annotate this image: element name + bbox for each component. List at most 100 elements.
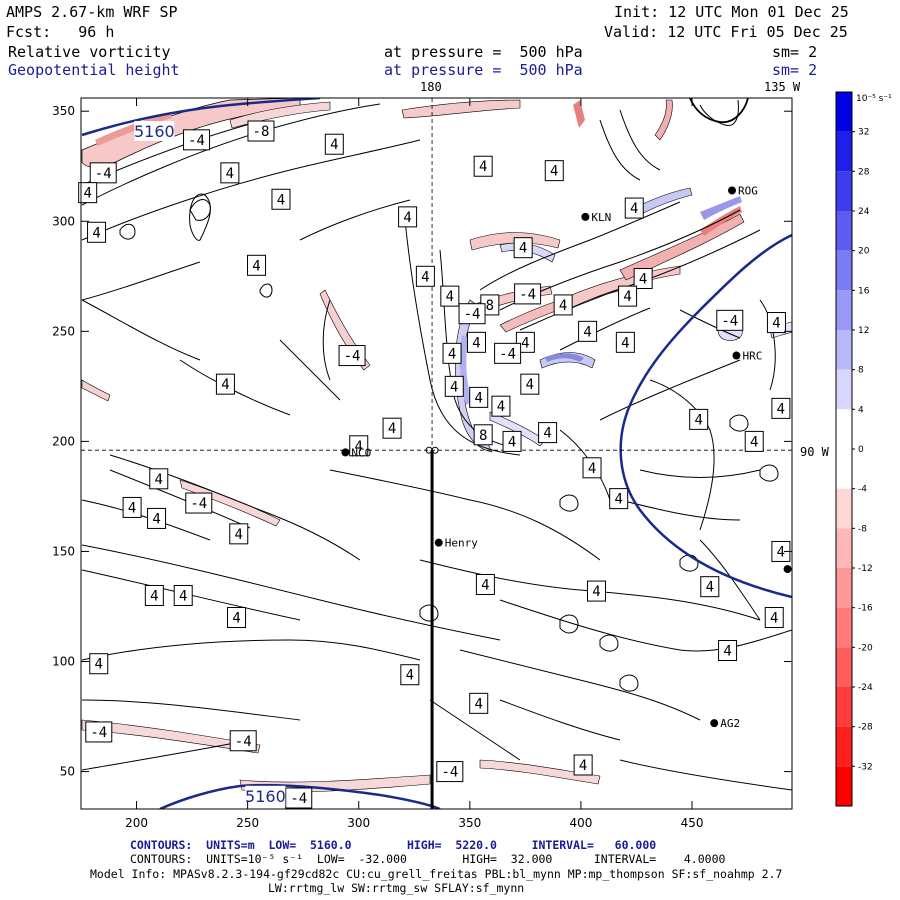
contour-label: 4	[152, 511, 160, 527]
contour-label: 4	[92, 225, 100, 241]
contour-label: 8	[486, 298, 494, 314]
model-info-radiation: LW:rrtmg_lw SW:rrtmg_sw SFLAY:sf_mynn	[268, 881, 525, 895]
x-tick-label: 350	[458, 816, 481, 830]
contour-label: -4	[344, 349, 361, 365]
colorbar-segment	[836, 290, 852, 330]
init-time: Init: 12 UTC Mon 01 Dec 25	[614, 3, 849, 21]
contour-label: 4	[777, 401, 785, 417]
contour-label-box	[324, 133, 344, 155]
contour-label: 4	[448, 346, 456, 362]
contour-label-box	[215, 373, 235, 395]
contour-label: 4	[403, 210, 411, 226]
contour-label-box	[247, 254, 267, 276]
colorbar-tick-label: -8	[858, 524, 867, 534]
contour-label-box	[338, 345, 366, 367]
height-label: 5160	[245, 787, 286, 806]
colorbar-segment	[836, 647, 852, 687]
contour-label: -4	[290, 791, 307, 807]
contour-label-box	[183, 129, 211, 151]
contour-label-box	[220, 162, 240, 184]
field2-smoothing: sm= 2	[772, 61, 818, 79]
contour-label: -4	[519, 287, 536, 303]
contour-label: 4	[639, 272, 647, 288]
colorbar-segment	[836, 449, 852, 489]
x-tick-label: 200	[125, 816, 148, 830]
contour-label: 4	[706, 580, 714, 596]
contour-label: -4	[90, 725, 107, 741]
contour-label-box	[466, 331, 486, 353]
contour-label-box	[475, 573, 495, 595]
field2-name: Geopotential height	[8, 61, 180, 79]
colorbar-tick-label: -28	[858, 723, 873, 733]
contour-label: 4	[474, 390, 482, 406]
colorbar-segment	[836, 488, 852, 529]
contour-label-box	[538, 422, 558, 444]
contour-label-box	[398, 206, 418, 228]
contour-label: -4	[464, 307, 481, 323]
station-marker	[434, 538, 443, 547]
colorbar-tick-label: 24	[858, 207, 870, 217]
contour-label: 4	[472, 335, 480, 351]
contour-label-box	[633, 268, 653, 290]
contour-label: 4	[252, 258, 260, 274]
height-labels: 5160 5160	[134, 121, 286, 806]
colorbar-segment	[836, 131, 852, 172]
station-label: ROG	[738, 184, 758, 197]
contour-label: 4	[388, 421, 396, 437]
colorbar-tick-label: 4	[858, 405, 864, 415]
contour-label: 4	[232, 610, 240, 626]
station-label: HRC	[742, 350, 762, 363]
contour-label: 4	[521, 335, 529, 351]
contour-label: 4	[497, 399, 505, 415]
colorbar-tick-label: 32	[858, 128, 869, 138]
contour-label: 4	[221, 377, 229, 393]
contour-label: 4	[526, 377, 534, 393]
colorbar-segment	[836, 171, 852, 211]
lon-135w-label: 135 W	[764, 80, 801, 94]
contour-label: 4	[330, 137, 338, 153]
contour-label-box	[766, 312, 786, 334]
contour-label-box	[494, 342, 522, 364]
vorticity-contours	[81, 99, 792, 791]
contour-label: 4	[479, 159, 487, 175]
colorbar-tick-label: 0	[858, 445, 864, 455]
contour-label-box	[229, 523, 249, 545]
x-tick-label: 450	[681, 816, 704, 830]
contour-label: 4	[421, 269, 429, 285]
y-tick-label: 50	[60, 765, 75, 779]
model-info: Model Info: MPASv8.2.3-194-gf29cd82c CU:…	[90, 867, 783, 881]
y-axis: 50 100 150 200 250 300 350	[52, 104, 792, 779]
station-marker	[783, 565, 792, 574]
x-tick-label: 400	[569, 816, 592, 830]
station-marker	[732, 351, 741, 360]
contour-label-box	[285, 787, 313, 809]
contour-label: -4	[721, 313, 738, 329]
contour-label-box	[87, 221, 107, 243]
colorbar-segment	[836, 607, 852, 648]
contour-label-box	[89, 653, 109, 675]
contour-label-box	[473, 155, 493, 177]
colorbar-tick-label: -20	[858, 643, 873, 653]
vorticity-contour-info: CONTOURS: UNITS=10⁻⁵ s⁻¹ LOW= -32.000 HI…	[130, 852, 726, 866]
contour-label: 4	[588, 461, 596, 477]
contour-label-box	[415, 265, 435, 287]
contour-label: 4	[770, 610, 778, 626]
colorbar: 32 28 24 20 16 12 8 4 0 -4 -8 -12 -16 -20 -24 -28 -32 10⁻…	[835, 91, 892, 807]
contour-label: 4	[519, 241, 527, 257]
forecast-hour: Fcst: 96 h	[6, 23, 115, 41]
contour-label: -4	[499, 346, 516, 362]
contour-label: 4	[474, 696, 482, 712]
station-label: AG2	[720, 717, 740, 730]
contour-label: 4	[128, 500, 136, 516]
reference-lines	[81, 98, 792, 809]
contour-label-box	[716, 309, 744, 331]
x-tick-label: 300	[347, 816, 370, 830]
contour-label: 4	[508, 434, 516, 450]
contour-label-box	[147, 507, 167, 529]
contour-label-box	[444, 375, 464, 397]
contour-label: 4	[446, 289, 454, 305]
contour-label-box	[469, 386, 489, 408]
colorbar-segment	[836, 369, 852, 410]
contour-label: -4	[235, 734, 252, 750]
contour-label: 4	[559, 298, 567, 314]
